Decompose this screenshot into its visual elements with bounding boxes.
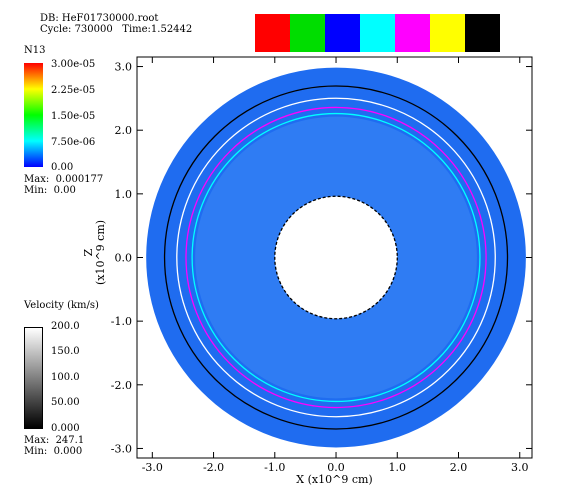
n13-tick-2: 1.50e-05 [51, 111, 96, 122]
x-tick-label: -1.0 [264, 461, 285, 474]
y-tick-label: -2.0 [111, 379, 132, 392]
material-swatch [255, 14, 290, 52]
y-tick-label: 3.0 [115, 61, 133, 74]
n13-inner-region [195, 116, 477, 399]
material-swatch [430, 14, 465, 52]
y-tick-label: -3.0 [111, 442, 132, 455]
n13-tick-0: 3.00e-05 [51, 59, 96, 70]
x-tick-label: 1.0 [389, 461, 407, 474]
material-swatch [360, 14, 395, 52]
y-tick-label: 0.0 [115, 252, 133, 265]
contour-line [274, 195, 398, 320]
velocity-tick-1: 150.0 [51, 346, 80, 357]
contour-line [185, 106, 487, 409]
n13-colorbar [24, 63, 43, 167]
x-tick-label: 0.0 [327, 461, 345, 474]
y-tick-label: 2.0 [115, 124, 133, 137]
velocity-max-label: Max: 247.1 [24, 435, 85, 446]
n13-max-label: Max: 0.000177 [24, 174, 104, 185]
velocity-colorbar [24, 327, 43, 429]
x-tick-label: 2.0 [450, 461, 468, 474]
x-axis-label: X (x10^9 cm) [296, 473, 372, 486]
velocity-tick-0: 200.0 [51, 321, 80, 332]
contour-line [163, 85, 509, 430]
n13-legend-title: N13 [24, 45, 46, 56]
cycle-label: Cycle: 730000 Time:1.52442 [40, 24, 193, 35]
material-swatch [465, 14, 500, 52]
x-tick-label: -3.0 [142, 461, 163, 474]
velocity-tick-4: 0.000 [51, 423, 80, 434]
material-swatch [290, 14, 325, 52]
y-axis-label: (x10^9 cm) [94, 220, 107, 285]
material-swatch [325, 14, 360, 52]
x-tick-label: -2.0 [203, 461, 224, 474]
velocity-min-label: Min: 0.000 [24, 446, 83, 457]
n13-min-label: Min: 0.00 [24, 185, 76, 196]
y-tick-label: 1.0 [115, 188, 133, 201]
n13-tick-1: 2.25e-05 [51, 85, 96, 96]
n13-tick-3: 7.50e-06 [51, 137, 96, 148]
contour-line [176, 97, 496, 418]
db-label: DB: HeF01730000.root [40, 13, 159, 24]
y-axis-label: Z [82, 248, 95, 256]
contour-line [191, 112, 481, 403]
n13-tick-4: 0.00 [51, 162, 74, 173]
x-tick-label: 3.0 [511, 461, 529, 474]
material-swatch [395, 14, 430, 52]
material-swatches [255, 14, 500, 52]
velocity-legend-title: Velocity (km/s) [24, 300, 99, 311]
y-tick-label: -1.0 [111, 315, 132, 328]
velocity-tick-3: 50.00 [51, 397, 80, 408]
velocity-tick-2: 100.0 [51, 372, 80, 383]
